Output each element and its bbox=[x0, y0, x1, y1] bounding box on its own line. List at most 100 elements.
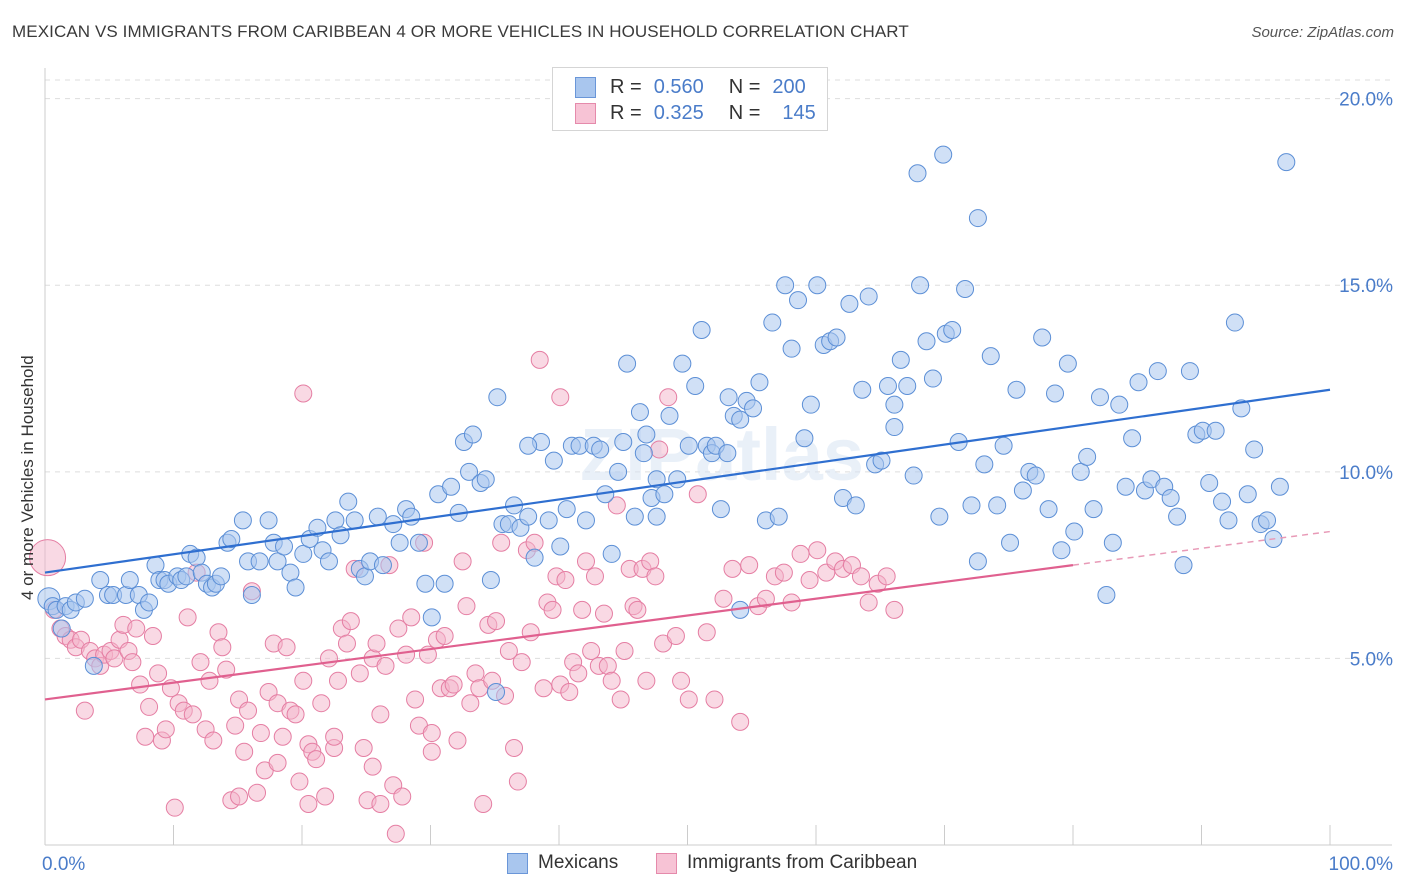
mexicans-point bbox=[1052, 541, 1071, 560]
mexicans-point bbox=[222, 530, 241, 548]
mexicans-point bbox=[975, 455, 994, 474]
mexicans-point bbox=[1046, 384, 1065, 403]
mexicans-point bbox=[1084, 500, 1103, 519]
caribbean-point bbox=[235, 742, 254, 761]
mexicans-point bbox=[1097, 585, 1116, 604]
mexicans-point bbox=[212, 567, 231, 586]
legend-r-value: 0.325 bbox=[653, 101, 704, 124]
caribbean-point bbox=[328, 671, 347, 690]
mexicans-point bbox=[519, 436, 538, 455]
caribbean-point bbox=[534, 679, 553, 698]
caribbean-point bbox=[127, 619, 146, 638]
trend-line-mexicans bbox=[44, 388, 1331, 574]
mexicans-point bbox=[1161, 488, 1180, 507]
caribbean-point bbox=[286, 705, 305, 724]
mexicans-point bbox=[731, 410, 750, 429]
mexicans-point bbox=[368, 507, 387, 526]
mexicans-point bbox=[326, 511, 345, 530]
mexicans-point bbox=[319, 552, 338, 571]
caribbean-point bbox=[774, 563, 793, 582]
mexicans-point bbox=[994, 436, 1013, 455]
mexicans-point bbox=[719, 388, 738, 407]
bottom-legend-mexicans: Mexicans bbox=[507, 852, 618, 874]
caribbean-point bbox=[367, 634, 386, 653]
caribbean-point bbox=[444, 675, 463, 694]
caribbean-point bbox=[543, 600, 562, 619]
y-tick-label: 20.0% bbox=[1339, 90, 1393, 111]
mexicans-point bbox=[1071, 462, 1090, 481]
mexicans-point bbox=[668, 470, 687, 489]
mexicans-point bbox=[519, 507, 538, 526]
bottom-legend-swatch-pink bbox=[656, 852, 677, 874]
y-axis-label: 4 or more Vehicles in Household bbox=[18, 355, 37, 600]
mexicans-point bbox=[355, 567, 374, 586]
bottom-legend-label: Immigrants from Caribbean bbox=[687, 852, 918, 873]
mexicans-point bbox=[242, 585, 261, 604]
mexicans-point bbox=[968, 552, 987, 571]
caribbean-point bbox=[672, 671, 691, 690]
mexicans-point bbox=[435, 574, 454, 593]
legend-r-label: R = bbox=[610, 75, 642, 98]
caribbean-point bbox=[363, 757, 382, 776]
mexicans-point bbox=[763, 313, 782, 332]
caribbean-point bbox=[594, 604, 613, 623]
caribbean-point bbox=[371, 705, 390, 724]
mexicans-point bbox=[934, 145, 953, 164]
caribbean-point bbox=[508, 772, 527, 791]
caribbean-point bbox=[406, 690, 425, 709]
mexicans-point bbox=[1245, 440, 1264, 459]
mexicans-point bbox=[859, 287, 878, 306]
caribbean-point bbox=[422, 724, 441, 743]
mexicans-point bbox=[1001, 533, 1020, 552]
caribbean-point bbox=[607, 496, 626, 515]
mexicans-point bbox=[1033, 328, 1052, 347]
mexicans-point bbox=[840, 294, 859, 313]
mexicans-point bbox=[686, 377, 705, 395]
caribbean-point bbox=[149, 664, 168, 683]
mexicans-point bbox=[1200, 474, 1219, 493]
mexicans-point bbox=[1007, 380, 1026, 399]
caribbean-point bbox=[213, 638, 232, 657]
caribbean-point bbox=[705, 690, 724, 709]
mexicans-point bbox=[692, 321, 711, 340]
mexicans-point bbox=[1206, 421, 1225, 440]
caribbean-point bbox=[492, 533, 511, 552]
mexicans-point bbox=[930, 507, 949, 526]
mexicans-point bbox=[923, 369, 942, 388]
mexicans-point bbox=[981, 347, 1000, 366]
caribbean-point bbox=[576, 552, 595, 571]
mexicans-point bbox=[1039, 500, 1058, 519]
caribbean-point bbox=[885, 600, 904, 619]
caribbean-point bbox=[628, 600, 647, 619]
mexicans-point bbox=[84, 656, 103, 675]
caribbean-point bbox=[105, 649, 124, 668]
caribbean-point bbox=[453, 552, 472, 571]
mexicans-point bbox=[827, 328, 846, 347]
mexicans-point bbox=[1110, 395, 1129, 414]
caribbean-point bbox=[461, 694, 480, 713]
mexicans-point bbox=[908, 164, 927, 183]
mexicans-point bbox=[1258, 511, 1277, 530]
caribbean-point bbox=[131, 675, 150, 694]
trend-line-caribbean bbox=[44, 564, 1074, 701]
caribbean-point bbox=[397, 645, 416, 664]
caribbean-point bbox=[376, 656, 395, 675]
mexicans-point bbox=[625, 507, 644, 526]
mexicans-point bbox=[460, 462, 479, 481]
caribbean-point bbox=[435, 627, 454, 646]
caribbean-point bbox=[474, 794, 493, 813]
mexicans-point bbox=[1225, 313, 1244, 332]
caribbean-point bbox=[350, 664, 369, 683]
caribbean-point bbox=[505, 738, 524, 757]
caribbean-point bbox=[551, 388, 570, 407]
caribbean-point bbox=[294, 671, 313, 690]
tick-labels: 5.0% 10.0% 15.0% 20.0% 0.0% 100.0% bbox=[42, 90, 1393, 875]
caribbean-point bbox=[659, 388, 678, 407]
mexicans-point bbox=[988, 496, 1007, 515]
mexicans-point bbox=[576, 511, 595, 530]
mexicans-point bbox=[1129, 373, 1148, 392]
mexicans-point bbox=[891, 350, 910, 369]
caribbean-point bbox=[389, 619, 408, 638]
caribbean-point bbox=[714, 589, 733, 608]
